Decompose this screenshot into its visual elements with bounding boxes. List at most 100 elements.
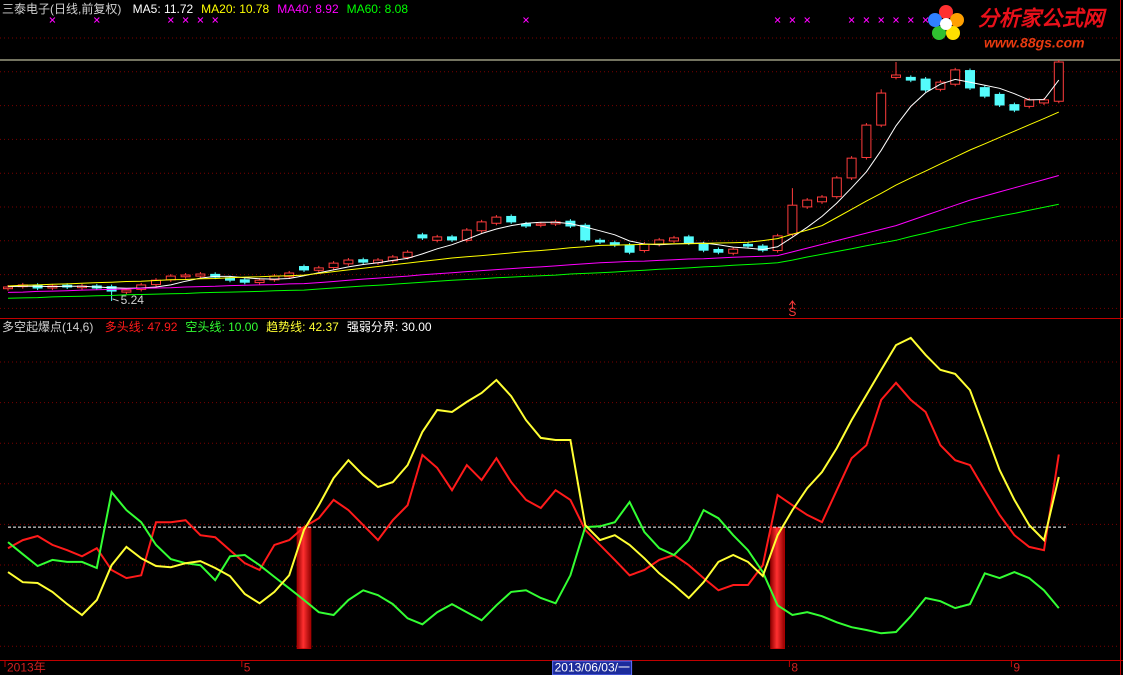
logo-petal <box>928 13 942 27</box>
signal-marker <box>212 17 219 23</box>
candle-body <box>580 224 591 241</box>
signal-marker <box>907 17 914 23</box>
indicator-line <box>7 381 1060 592</box>
indicator-line <box>7 336 1060 617</box>
candle-body <box>284 272 295 278</box>
candle-body <box>876 92 887 126</box>
signal-marker <box>789 17 796 23</box>
chart-title: 三泰电子(日线,前复权) <box>2 2 122 16</box>
candle-body <box>476 221 487 232</box>
legend-name: 多头线 <box>105 320 148 334</box>
candle-body <box>787 204 798 235</box>
legend-name: MA5 <box>133 2 164 16</box>
logo-petal <box>932 26 946 40</box>
marker-stroke <box>789 17 796 23</box>
legend-item: 空头线10.00 <box>185 320 258 334</box>
legend-name: MA20 <box>201 2 239 16</box>
candle-body <box>639 243 650 252</box>
candle-body <box>698 243 709 251</box>
legend-item: MA408.92 <box>277 2 338 16</box>
marker-stroke <box>907 17 914 23</box>
legend-value: 10.00 <box>228 320 259 334</box>
legend-value: 10.78 <box>239 2 270 16</box>
candle-body <box>432 236 443 241</box>
candle-body <box>846 157 857 179</box>
candle-body <box>210 273 221 278</box>
candle-body <box>328 262 339 269</box>
legend-item: 强弱分界30.00 <box>347 320 432 334</box>
signal-arrow-head <box>789 300 796 306</box>
marker-stroke <box>212 17 219 23</box>
candle-body <box>683 236 694 244</box>
candle-body <box>1009 104 1020 111</box>
candle-body <box>965 70 975 89</box>
signal-bar <box>770 526 785 649</box>
signal-marker <box>523 17 529 23</box>
candle-body <box>195 273 206 277</box>
legend-name: 空头线 <box>185 320 228 334</box>
x-tick-label: 2013/06/03/一 <box>555 661 630 675</box>
logo-name: 分析家公式网 <box>978 7 1107 31</box>
candle-body <box>417 234 428 239</box>
marker-stroke <box>523 17 529 23</box>
candle-body <box>521 223 531 227</box>
ma-line <box>7 111 1060 287</box>
candle-body <box>624 244 635 253</box>
candle-body <box>935 81 946 90</box>
candle-body <box>743 243 753 247</box>
signal-marker <box>774 17 781 23</box>
marker-stroke <box>197 17 204 23</box>
signal-marker <box>197 17 204 23</box>
logo-url: www.88gs.com <box>984 35 1085 51</box>
candle-body <box>239 279 250 283</box>
legend-name: 趋势线 <box>266 320 309 334</box>
legend-name: MA60 <box>347 2 385 16</box>
indicator-line <box>7 489 1060 635</box>
candle-body <box>180 274 191 278</box>
annotation-arrow <box>112 298 119 302</box>
legend-name: MA40 <box>277 2 315 16</box>
signal-marker <box>893 17 899 23</box>
candle-body <box>1053 61 1064 102</box>
marker-stroke <box>774 17 781 23</box>
candle-body <box>343 259 354 265</box>
indicator-header: 多空起爆点(14,6) 多头线47.92 空头线10.00 趋势线42.37 强弱分界… <box>2 319 432 335</box>
signal-marker <box>922 17 929 23</box>
logo-petal <box>946 26 960 40</box>
candle-body <box>817 196 827 203</box>
marker-stroke <box>848 17 855 23</box>
candle-body <box>299 266 309 271</box>
x-tick-label: 8 <box>791 661 798 675</box>
marker-stroke <box>167 17 174 23</box>
candle-body <box>402 251 413 258</box>
ma-line <box>7 78 1060 289</box>
candle-body <box>728 248 739 254</box>
candle-body <box>861 124 872 158</box>
candle-body <box>447 236 457 241</box>
price-header: 三泰电子(日线,前复权) MA511.72MA2010.78MA408.92MA… <box>2 1 408 17</box>
marker-stroke <box>804 17 811 23</box>
candle-body <box>535 223 546 226</box>
logo-petal <box>950 13 964 27</box>
candle-body <box>136 284 147 290</box>
candle-body <box>757 245 768 251</box>
chart-title: 多空起爆点(14,6) <box>2 320 94 334</box>
signal-marker <box>848 17 855 23</box>
logo-center <box>940 18 952 30</box>
marker-stroke <box>49 17 56 23</box>
candle-body <box>358 259 369 263</box>
candle-body <box>491 216 502 224</box>
ma-line <box>7 203 1059 299</box>
grid <box>0 37 1120 647</box>
cursor-date-box <box>552 660 633 675</box>
candle-body <box>461 229 472 241</box>
x-tick-label: 2013年 <box>7 661 46 675</box>
candle-body <box>950 69 961 85</box>
legend-value: 42.37 <box>308 320 339 334</box>
candle-body <box>506 215 517 223</box>
marker-stroke <box>893 17 899 23</box>
legend-value: 8.92 <box>315 2 339 16</box>
legend-name: 强弱分界 <box>347 320 402 334</box>
signal-marker <box>49 17 56 23</box>
